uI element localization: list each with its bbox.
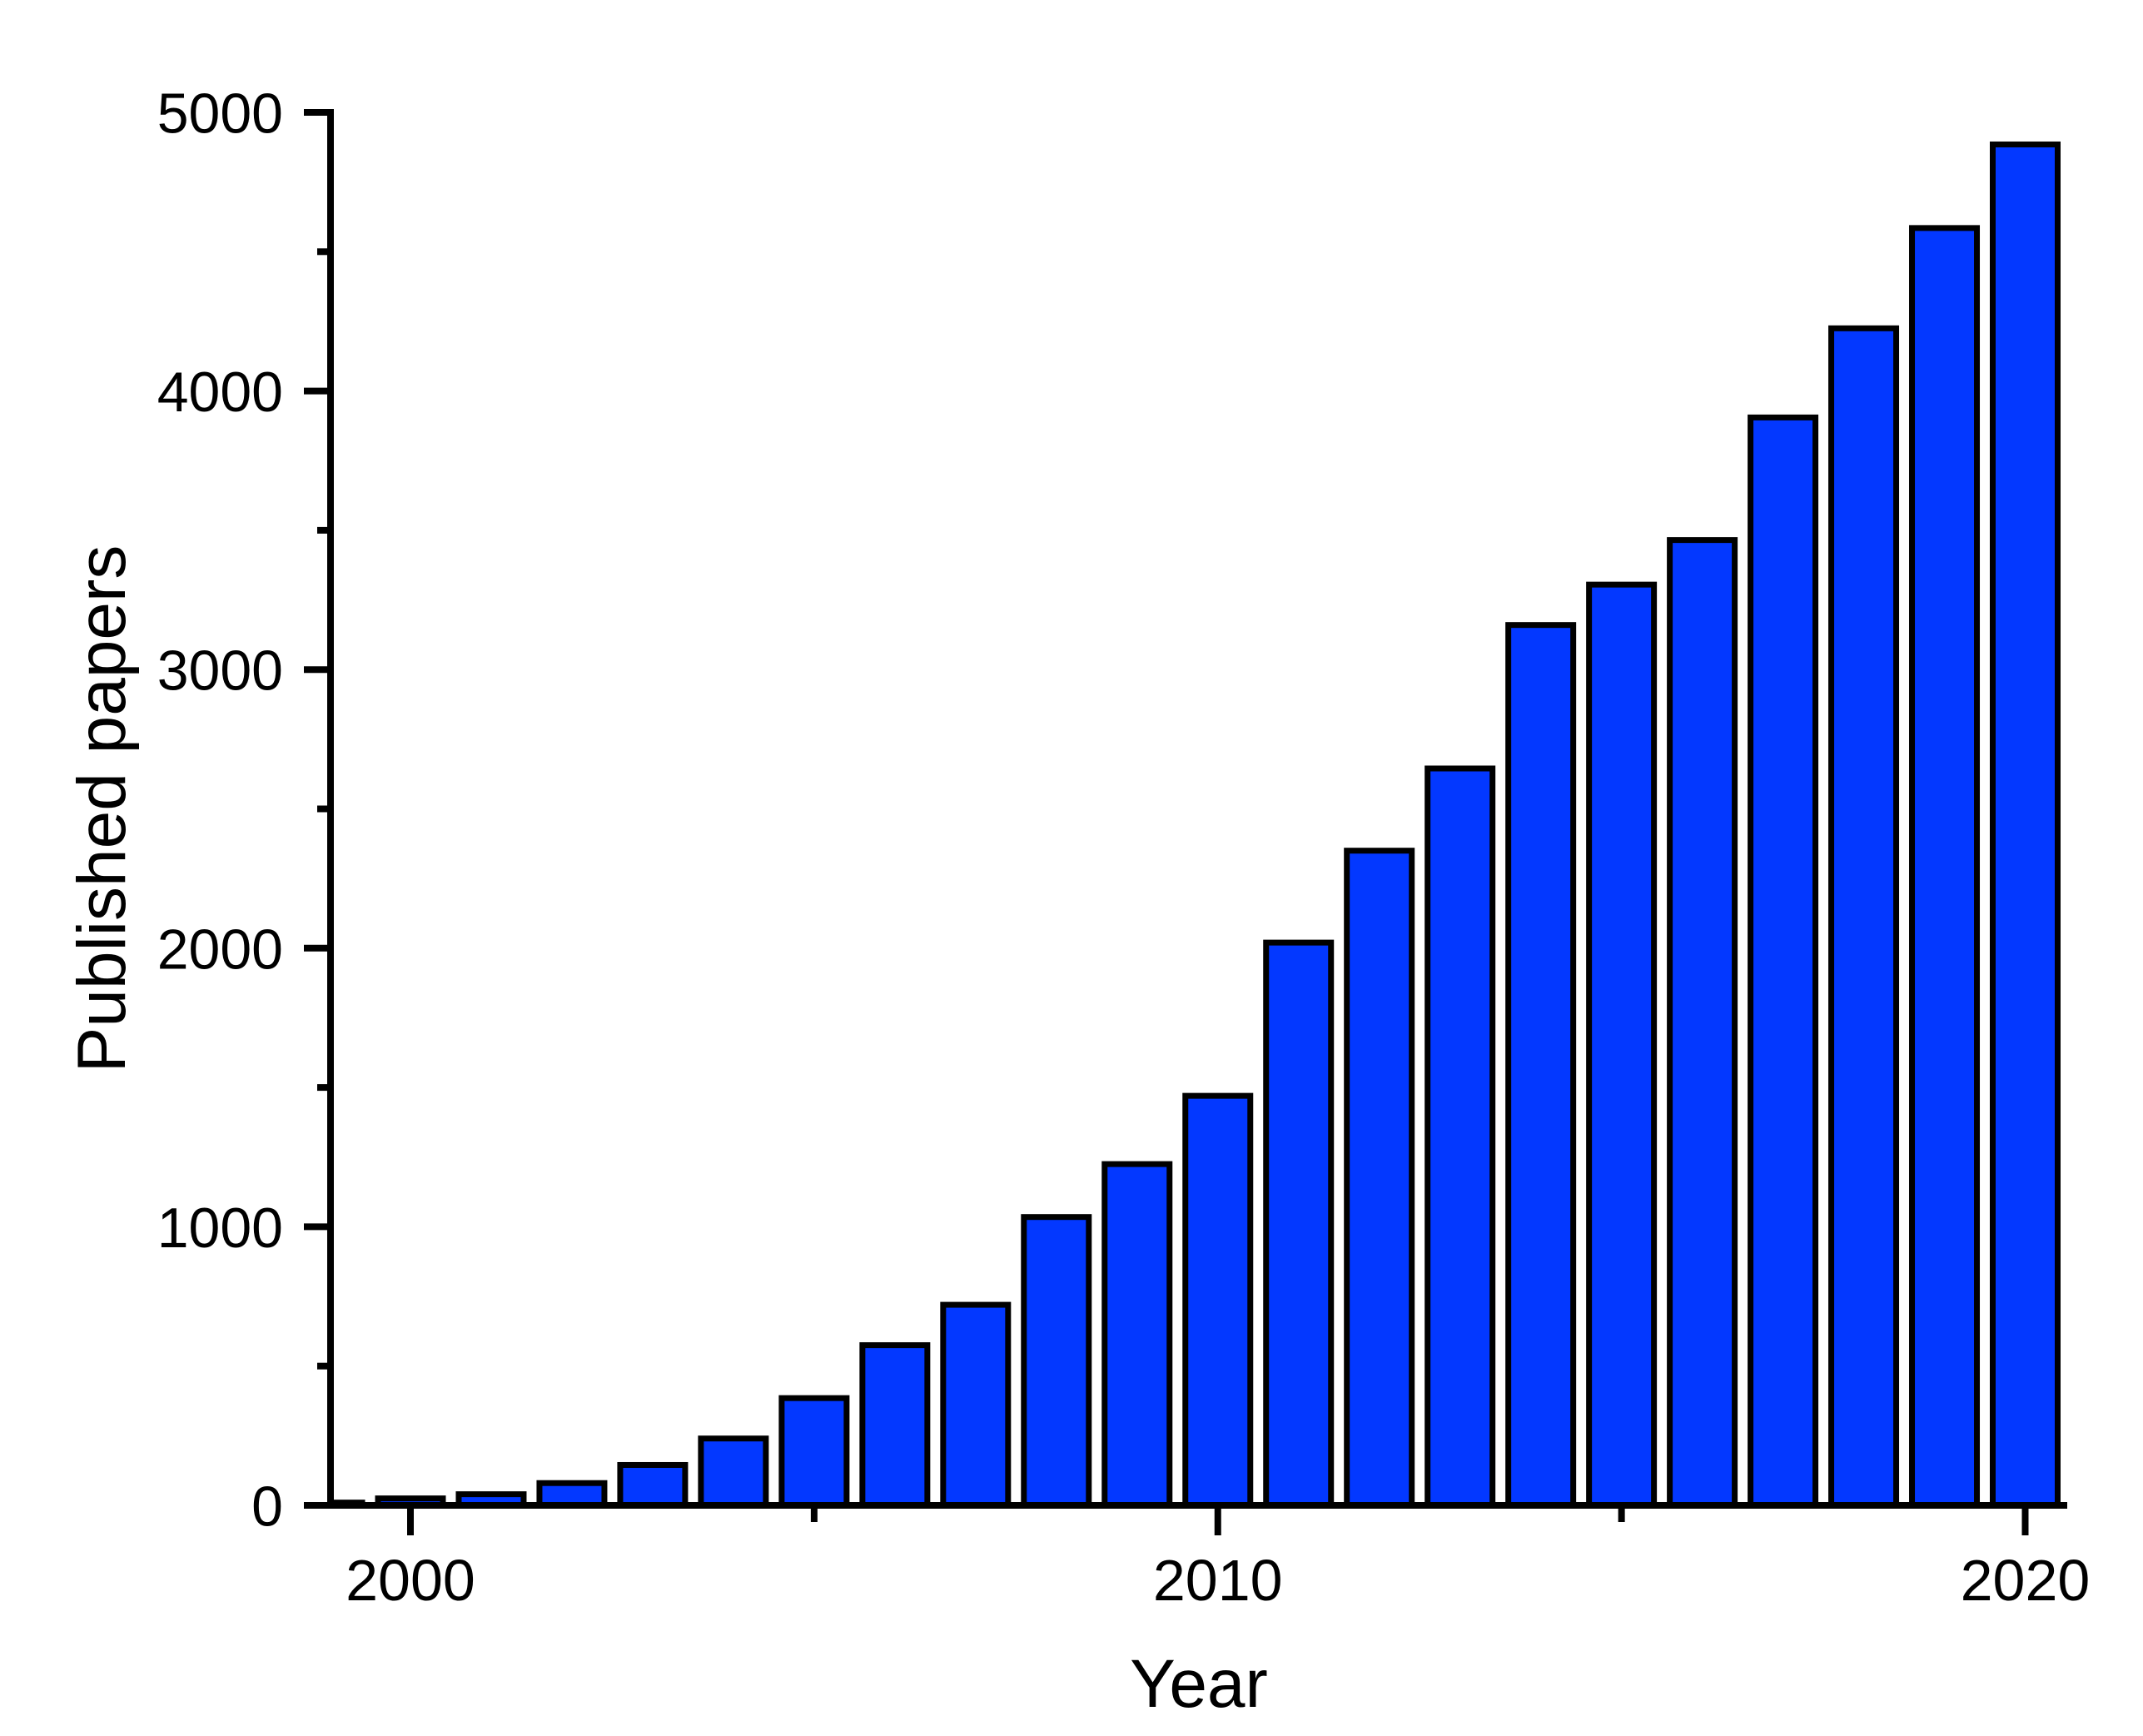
x-tick-label-2010: 2010: [1153, 1548, 1283, 1613]
bar-2010: [1182, 1092, 1254, 1509]
y-tick-label-0: 0: [251, 1475, 283, 1538]
x-tick-label-2020: 2020: [1961, 1548, 2091, 1613]
x-tick-label-2000: 2000: [346, 1548, 475, 1613]
bar-2002: [536, 1480, 608, 1509]
bar-2006: [859, 1342, 931, 1509]
bar-2008: [1021, 1214, 1092, 1509]
y-tick-label-4000: 4000: [157, 361, 283, 424]
y-axis-title: Published papers: [64, 545, 140, 1073]
bar-2005: [778, 1395, 850, 1509]
bar-2020: [1990, 141, 2061, 1509]
axes-group: [304, 109, 2067, 1535]
bar-2015: [1586, 581, 1658, 1509]
y-tick-label-1000: 1000: [157, 1196, 283, 1260]
bar-2013: [1425, 765, 1496, 1509]
bar-2009: [1101, 1161, 1173, 1509]
bar-2014: [1505, 622, 1577, 1509]
bar-2003: [617, 1461, 689, 1509]
bar-2019: [1909, 225, 1981, 1509]
bar-2016: [1667, 537, 1738, 1509]
y-tick-label-5000: 5000: [157, 82, 283, 145]
bar-2007: [940, 1301, 1012, 1509]
bar-2011: [1263, 939, 1335, 1509]
bars-group: [331, 141, 2061, 1509]
y-tick-label-2000: 2000: [157, 918, 283, 981]
y-tick-label-3000: 3000: [157, 639, 283, 703]
bar-2018: [1828, 325, 1900, 1509]
bar-2004: [698, 1435, 769, 1509]
bar-2012: [1344, 848, 1415, 1509]
bar-2017: [1748, 414, 1819, 1509]
x-axis-title: Year: [1130, 1646, 1268, 1722]
